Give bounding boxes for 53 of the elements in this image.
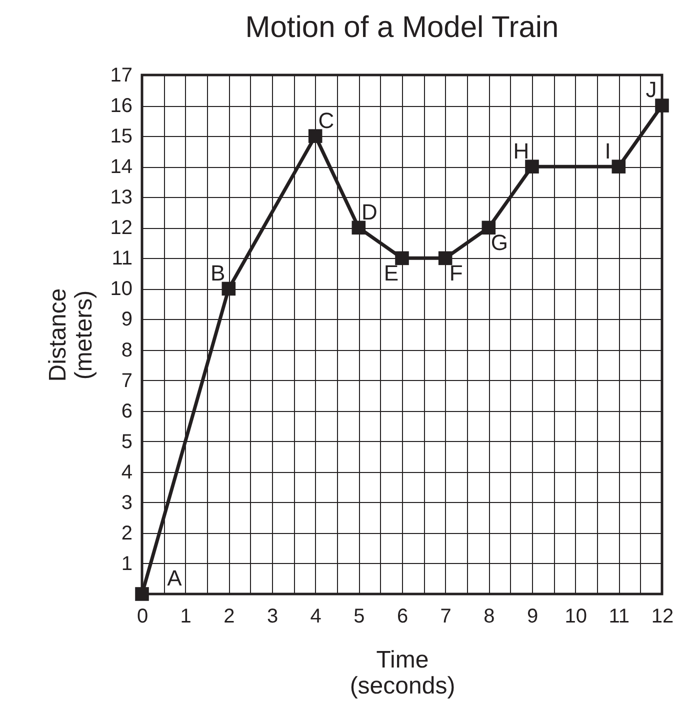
- x-tick-label: 9: [526, 606, 538, 628]
- y-tick-label: 15: [110, 126, 132, 148]
- x-tick-label: 2: [224, 606, 235, 628]
- y-tick-label: 9: [121, 308, 132, 331]
- y-tick-label: 7: [121, 370, 132, 392]
- y-tick-label: 16: [110, 95, 132, 118]
- x-tick-label: 12: [651, 606, 674, 628]
- annotation: D: [362, 199, 378, 224]
- x-tick-label: 0: [136, 606, 148, 628]
- x-tick-label: 7: [440, 606, 452, 628]
- x-tick-label: 1: [180, 606, 192, 628]
- chart-title: Motion of a Model Train: [245, 11, 559, 44]
- y-tick-label: 8: [121, 339, 132, 362]
- annotation: H: [513, 138, 530, 164]
- y-tick-label: 10: [110, 278, 132, 300]
- point: [222, 282, 236, 296]
- y-tick-label: 17: [110, 64, 132, 86]
- point: [612, 160, 626, 174]
- point: [525, 160, 539, 174]
- x-tick-label: 6: [396, 606, 408, 628]
- y-tick-label: 5: [121, 430, 132, 453]
- point: [352, 220, 366, 235]
- y-tick-label: 4: [121, 461, 132, 484]
- point: [482, 220, 496, 235]
- point: [395, 251, 409, 266]
- y-tick-label: 11: [112, 248, 132, 270]
- point: [438, 251, 452, 266]
- y-tick-label: 13: [110, 186, 132, 209]
- y-tick-label: 6: [121, 400, 132, 422]
- annotation: C: [318, 108, 334, 133]
- annotation: A: [167, 566, 182, 591]
- x-tick-label: 8: [484, 606, 495, 628]
- point: [135, 587, 149, 601]
- x-tick-label: 11: [608, 606, 630, 628]
- x-tick-label: 4: [310, 606, 322, 628]
- annotation: B: [210, 260, 226, 286]
- x-tick-label: 3: [266, 606, 278, 628]
- y-tick-label: 2: [121, 522, 132, 544]
- annotation: G: [490, 230, 508, 255]
- y-tick-label: 14: [110, 156, 132, 178]
- x-axis-title: Time (seconds): [350, 646, 456, 700]
- y-tick-label: 1: [121, 552, 132, 575]
- x-tick-label: 10: [564, 606, 587, 628]
- annotation: F: [449, 260, 463, 286]
- x-tick-label: 5: [354, 606, 365, 628]
- y-tick-label: 12: [110, 217, 132, 240]
- point: [308, 129, 322, 143]
- annotation: I: [604, 138, 611, 164]
- point: [655, 98, 669, 112]
- y-tick-label: 3: [121, 492, 132, 514]
- y-axis-title: Distance (meters): [44, 288, 98, 382]
- annotation: J: [646, 77, 657, 102]
- annotation: E: [384, 260, 399, 286]
